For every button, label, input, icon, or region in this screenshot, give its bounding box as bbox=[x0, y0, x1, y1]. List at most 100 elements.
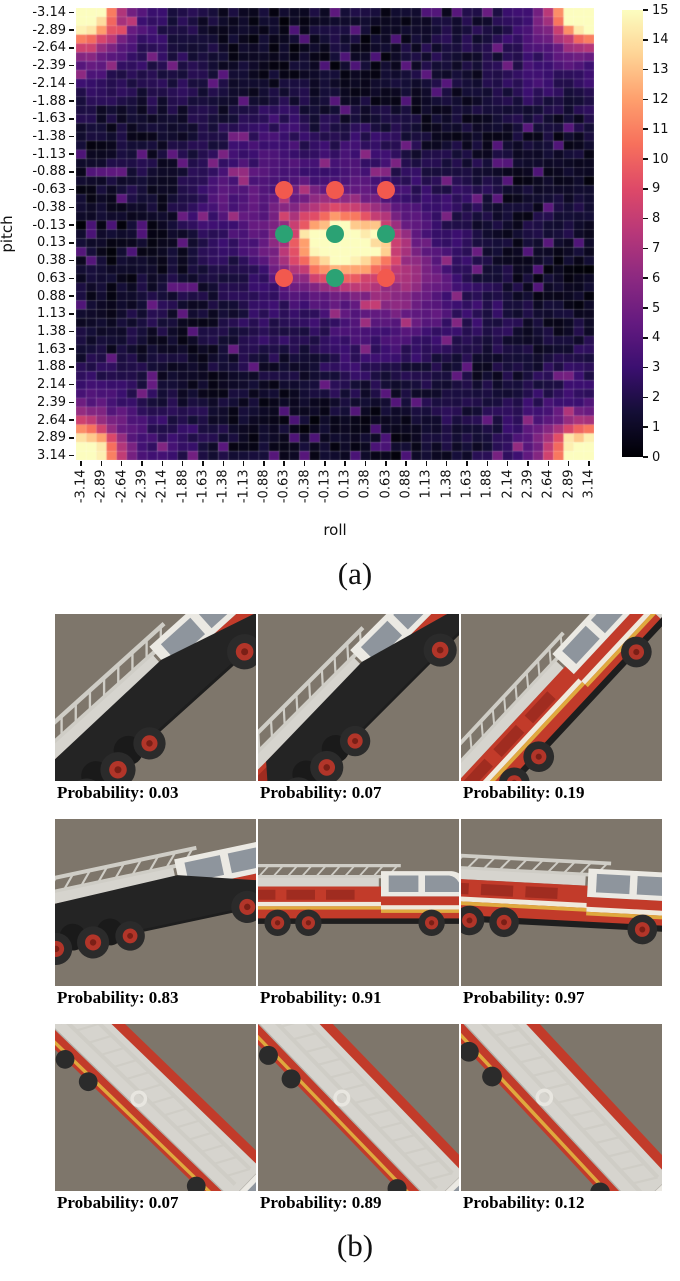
probability-label-row: Probability: 0.07 Probability: 0.89 Probab… bbox=[55, 1191, 662, 1215]
y-tick-mark bbox=[69, 100, 74, 102]
probability-label: Probability: 0.12 bbox=[461, 1191, 662, 1215]
colorbar-tick-label: 6 bbox=[652, 270, 661, 286]
probability-label: Probability: 0.83 bbox=[55, 986, 256, 1010]
x-tick-mark bbox=[100, 461, 103, 466]
x-tick-label: 3.14 bbox=[581, 469, 597, 499]
probability-label: Probability: 0.07 bbox=[55, 1191, 256, 1215]
truck-image-row bbox=[55, 1024, 662, 1191]
x-tick-mark bbox=[385, 461, 387, 466]
truck-render bbox=[461, 614, 662, 781]
caption-a: (a) bbox=[337, 556, 373, 591]
x-axis-label: roll bbox=[323, 521, 347, 539]
y-tick-label: 2.14 bbox=[37, 377, 66, 393]
colorbar-tick-label: 10 bbox=[652, 151, 669, 167]
y-tick-label: -1.88 bbox=[32, 93, 66, 109]
colorbar-tick-label: 11 bbox=[652, 121, 669, 137]
x-tick-mark bbox=[547, 461, 550, 466]
panel-a-heatmap-figure: pitch -3.14 -2.89 -2.64 -2.39 -2.14 -1.88 -1.6… bbox=[0, 0, 680, 612]
x-tick-mark bbox=[527, 461, 529, 466]
y-tick-label: 0.38 bbox=[37, 253, 66, 269]
x-tick-mark bbox=[222, 461, 225, 466]
colorbar-tick-label: 12 bbox=[652, 91, 669, 107]
x-tick-mark bbox=[80, 461, 82, 466]
y-tick-mark bbox=[69, 454, 74, 457]
colorbar-tick-mark bbox=[643, 39, 648, 41]
x-tick-label: 1.63 bbox=[459, 469, 475, 499]
truck-render bbox=[55, 840, 256, 965]
y-tick-label: 3.14 bbox=[37, 448, 66, 464]
y-tick-label: 0.88 bbox=[37, 288, 66, 304]
x-tick-label: 0.63 bbox=[378, 469, 394, 499]
x-tick-label: 1.13 bbox=[418, 469, 434, 499]
y-tick-mark bbox=[69, 206, 74, 209]
colorbar-tick-mark bbox=[643, 98, 648, 101]
y-tick-label: -2.89 bbox=[32, 22, 66, 38]
x-tick-mark bbox=[567, 461, 570, 466]
y-tick-mark bbox=[69, 419, 74, 421]
colorbar-tick-label: 4 bbox=[652, 330, 661, 346]
x-tick-mark bbox=[324, 461, 326, 466]
y-tick-mark bbox=[69, 383, 74, 386]
probability-label: Probability: 0.07 bbox=[258, 781, 459, 805]
y-tick-label: -0.13 bbox=[32, 217, 66, 233]
y-tick-label: -3.14 bbox=[32, 4, 66, 20]
y-tick-mark bbox=[69, 366, 74, 368]
probability-label: Probability: 0.19 bbox=[461, 781, 662, 805]
y-tick-label: 2.89 bbox=[37, 430, 66, 446]
x-tick-label: -1.13 bbox=[236, 469, 252, 504]
y-tick-label: 1.13 bbox=[37, 306, 66, 322]
x-tick-label: 2.14 bbox=[500, 469, 516, 499]
scatter-point-green bbox=[326, 269, 344, 288]
y-tick-label: 0.13 bbox=[37, 235, 66, 251]
y-tick-label: 1.63 bbox=[37, 341, 66, 357]
x-tick-label: -2.64 bbox=[114, 469, 130, 504]
y-tick-label: -0.63 bbox=[32, 182, 66, 198]
truck-image-cell bbox=[461, 1024, 662, 1191]
x-tick-mark bbox=[364, 461, 367, 466]
colorbar-tick-mark bbox=[643, 68, 648, 71]
y-tick-mark bbox=[69, 330, 74, 333]
colorbar-tick-label: 8 bbox=[652, 211, 661, 227]
x-tick-mark bbox=[141, 461, 143, 466]
x-tick-mark bbox=[181, 461, 184, 466]
y-tick-mark bbox=[69, 224, 74, 226]
y-tick-label: -1.63 bbox=[32, 111, 66, 127]
y-tick-mark bbox=[69, 259, 74, 262]
y-tick-label: -2.39 bbox=[32, 58, 66, 74]
colorbar-tick-label: 3 bbox=[652, 360, 661, 376]
x-tick-label: 1.88 bbox=[479, 469, 495, 499]
colorbar-tick-label: 15 bbox=[652, 2, 669, 18]
colorbar-tick-label: 14 bbox=[652, 32, 669, 48]
x-tick-label: 1.38 bbox=[439, 469, 455, 499]
y-tick-label: 1.88 bbox=[37, 359, 66, 375]
x-tick-label: -0.88 bbox=[256, 469, 272, 504]
truck-image-cell bbox=[258, 819, 459, 986]
truck-image-row bbox=[55, 614, 662, 781]
y-tick-mark bbox=[69, 188, 74, 191]
y-tick-mark bbox=[69, 82, 74, 85]
truck-image-cell bbox=[461, 614, 662, 781]
colorbar-tick-label: 0 bbox=[652, 449, 661, 465]
scatter-point-green bbox=[326, 225, 344, 243]
y-tick-mark bbox=[69, 153, 74, 155]
truck-render bbox=[461, 851, 662, 944]
colorbar-tick-mark bbox=[643, 188, 648, 190]
colorbar-tick-mark bbox=[643, 366, 648, 369]
x-tick-mark bbox=[445, 461, 448, 466]
colorbar-tick-label: 5 bbox=[652, 300, 661, 316]
probability-label: Probability: 0.91 bbox=[258, 986, 459, 1010]
y-tick-mark bbox=[69, 64, 74, 67]
colorbar-tick-label: 2 bbox=[652, 389, 661, 405]
colorbar-tick-mark bbox=[643, 277, 648, 279]
y-tick-label: -1.38 bbox=[32, 129, 66, 144]
y-tick-label: -2.64 bbox=[32, 40, 66, 56]
x-tick-label: -1.88 bbox=[175, 469, 191, 504]
colorbar-tick-label: 13 bbox=[652, 62, 669, 78]
truck-image-cell bbox=[55, 819, 256, 986]
x-tick-mark bbox=[283, 461, 285, 466]
scatter-point-green bbox=[376, 225, 395, 243]
truck-grid: Probability: 0.03 Probability: 0.07 Probab… bbox=[55, 614, 662, 1215]
colorbar-tick-mark bbox=[643, 426, 648, 428]
colorbar bbox=[622, 10, 643, 457]
caption-b: (b) bbox=[336, 1228, 374, 1263]
